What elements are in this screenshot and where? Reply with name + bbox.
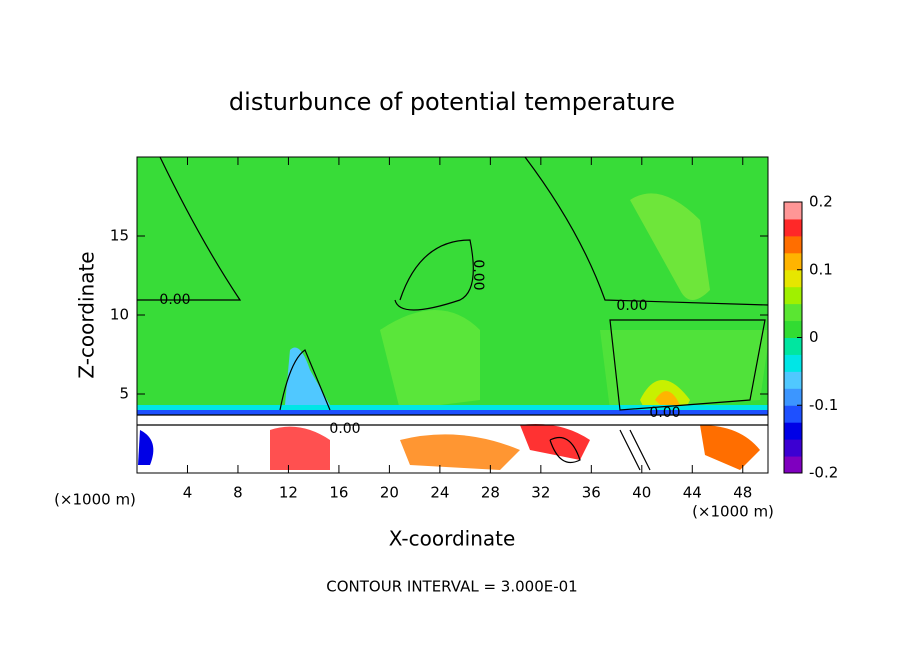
- y-tick-label: 5: [119, 385, 129, 403]
- x-unit-label: (×1000 m): [692, 503, 774, 521]
- colorbar-segment: [784, 388, 802, 406]
- colorbar-segment: [784, 439, 802, 457]
- contour-label: 0.00: [159, 292, 190, 308]
- x-tick-label: 40: [632, 484, 651, 502]
- contour-label: 0.00: [470, 259, 486, 290]
- x-tick-label: 12: [279, 484, 298, 502]
- colorbar-segment: [784, 320, 802, 338]
- y-tick-label: 10: [110, 306, 129, 324]
- y-tick-label: 15: [110, 227, 129, 245]
- x-tick-label: 28: [481, 484, 500, 502]
- x-tick-label: 24: [430, 484, 449, 502]
- x-tick-label: 48: [733, 484, 752, 502]
- colorbar-segment: [784, 235, 802, 254]
- x-axis-label: X-coordinate: [389, 527, 516, 551]
- colorbar-segment: [784, 354, 802, 372]
- colorbar-tick-label: 0.1: [809, 260, 833, 278]
- y-axis-label: Z-coordinate: [75, 251, 99, 378]
- field: [137, 157, 768, 473]
- colorbar-segment: [784, 269, 802, 288]
- x-tick-label: 16: [329, 484, 348, 502]
- x-tick-label: 32: [531, 484, 550, 502]
- colorbar-segment: [784, 252, 802, 271]
- colorbar-segment: [784, 422, 802, 440]
- x-tick-label: 20: [380, 484, 399, 502]
- colorbar-segment: [784, 286, 802, 305]
- colorbar-segment: [784, 371, 802, 389]
- y-unit-label: (×1000 m): [54, 491, 136, 509]
- x-tick-label: 8: [233, 484, 243, 502]
- chart-title: disturbunce of potential temperature: [229, 88, 675, 116]
- colorbar-segment: [784, 303, 802, 322]
- colorbar-segment: [784, 218, 802, 237]
- colorbar-segment: [784, 405, 802, 423]
- x-tick-label: 36: [582, 484, 601, 502]
- x-tick-label: 4: [183, 484, 193, 502]
- contour-label: 0.00: [616, 298, 647, 314]
- annotation: CONTOUR INTERVAL = 3.000E-01: [326, 578, 577, 596]
- colorbar-segment: [784, 456, 802, 474]
- colorbar-segment: [784, 202, 802, 220]
- colorbar-tick-label: 0.2: [809, 193, 833, 211]
- contour-label: 0.00: [649, 405, 680, 421]
- colorbar-segment: [784, 337, 802, 355]
- contour-label: 0.00: [329, 421, 360, 437]
- colorbar-tick-label: -0.1: [809, 396, 838, 414]
- x-tick-label: 44: [683, 484, 702, 502]
- colorbar-tick-label: 0: [809, 328, 819, 346]
- colorbar-tick-label: -0.2: [809, 464, 838, 482]
